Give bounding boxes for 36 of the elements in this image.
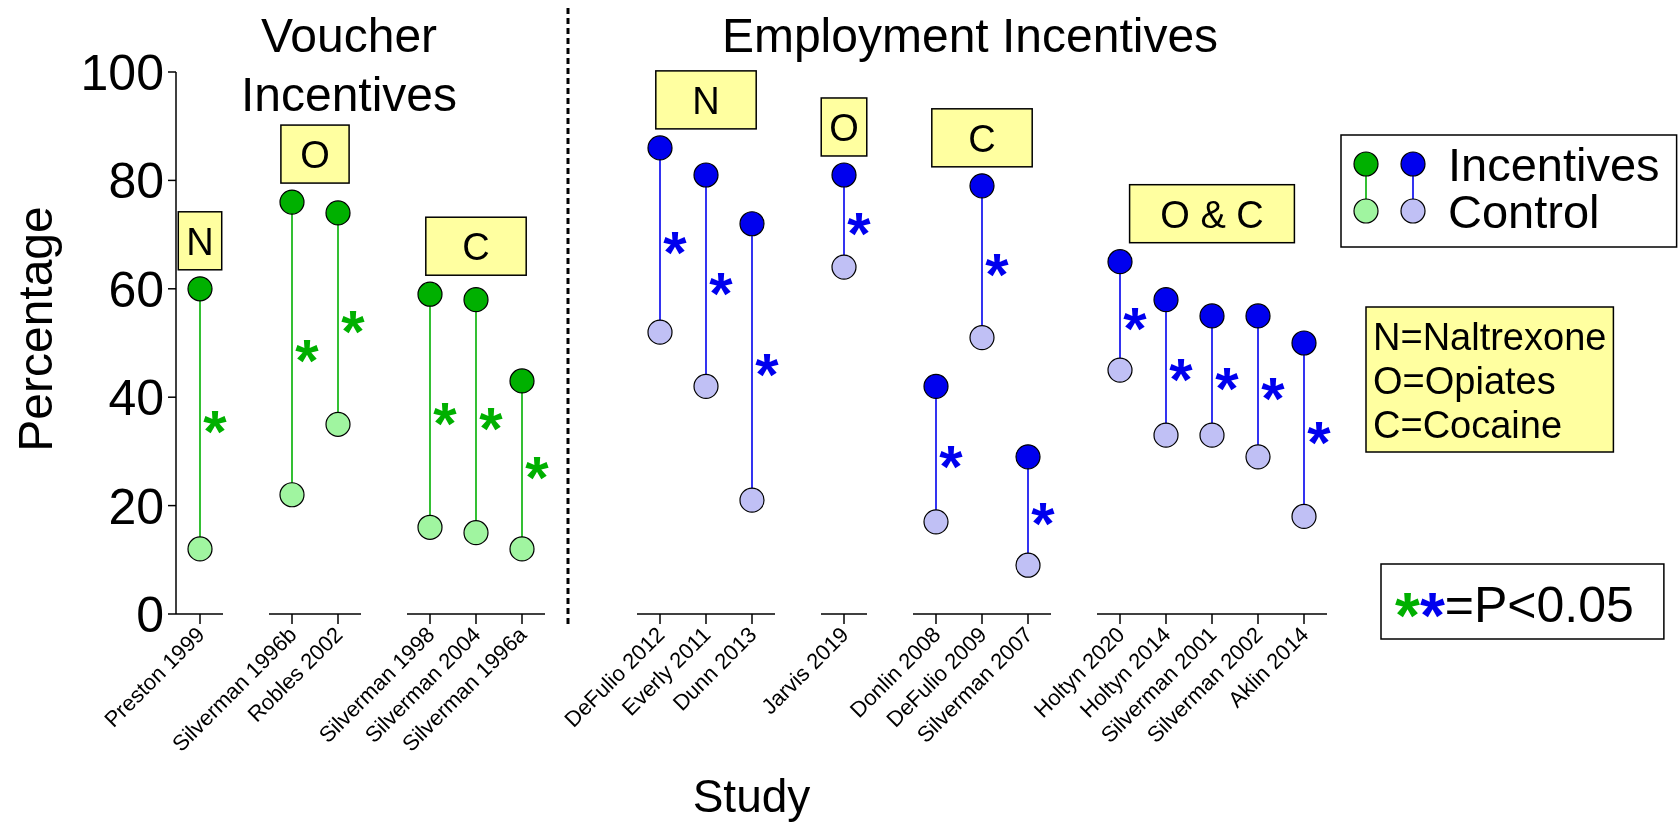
- annotation: *: [341, 297, 366, 365]
- annotation: O & C: [1160, 193, 1264, 236]
- annotation: C: [462, 226, 490, 269]
- annotation: O: [300, 134, 330, 177]
- chart-title: Voucher Incentives: [240, 9, 458, 121]
- annotation: *: [203, 397, 228, 465]
- chart-title: Employment Incentives: [721, 9, 1219, 62]
- annotation: *: [479, 395, 504, 463]
- annotation: O: [829, 106, 859, 149]
- annotation: *: [1123, 294, 1148, 362]
- y-tick-label: 0: [136, 587, 164, 643]
- annotation: *: [709, 259, 734, 327]
- annotation: *: [985, 240, 1010, 308]
- annotation: *: [433, 389, 458, 457]
- annotation: *: [525, 443, 550, 511]
- annotation: *: [1031, 490, 1056, 558]
- annotation: *: [663, 219, 688, 287]
- y-tick-label: 60: [108, 261, 164, 318]
- text: N=Naltrexone O=Opiates C=Cocaine: [1373, 316, 1607, 446]
- annotation: *: [847, 200, 872, 268]
- y-axis-title: Percentage: [9, 206, 62, 452]
- annotation: N: [692, 79, 720, 122]
- annotation: *: [755, 340, 780, 408]
- annotation: N: [186, 220, 214, 263]
- annotation: *: [295, 327, 320, 395]
- annotation: C: [968, 117, 996, 160]
- annotation: *: [1307, 408, 1332, 476]
- y-tick-label: 20: [108, 478, 164, 535]
- annotation: *: [1169, 346, 1194, 414]
- x-axis-title: Study: [692, 770, 811, 822]
- annotation: *: [1215, 354, 1240, 422]
- annotation: *: [1261, 365, 1286, 433]
- y-tick-label: 80: [108, 153, 164, 210]
- annotation: *: [939, 433, 964, 501]
- y-tick-label: 40: [108, 370, 164, 427]
- y-tick-label: 100: [80, 45, 164, 101]
